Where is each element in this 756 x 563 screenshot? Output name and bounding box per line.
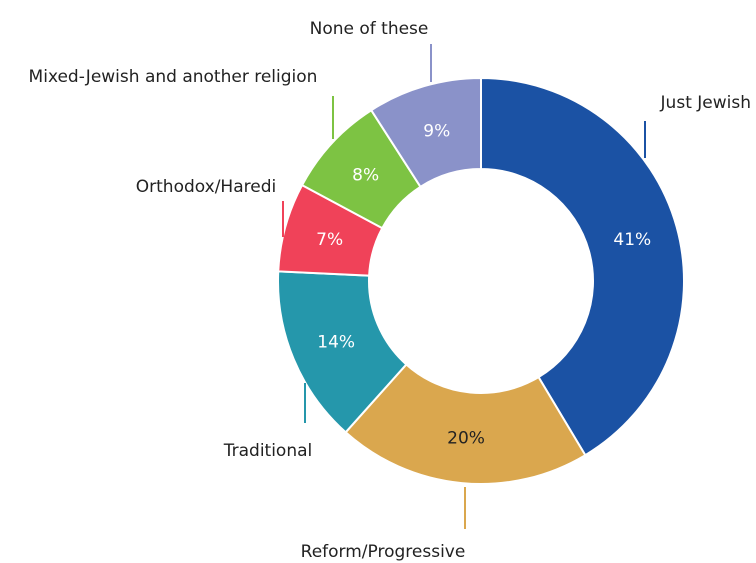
category-label-none-of-these: None of these <box>310 19 429 39</box>
category-label-traditional: Traditional <box>223 441 313 461</box>
value-label-none-of-these: 9% <box>423 121 450 141</box>
value-labels: 41% 20% 14% 7% 8% 9% <box>316 121 651 448</box>
value-label-reform-progressive: 20% <box>447 428 485 448</box>
leader-lines <box>282 44 646 529</box>
slice-just-jewish <box>480 76 685 457</box>
category-label-mixed-jewish-and-another-religion: Mixed-Jewish and another religion <box>29 67 318 87</box>
slice-none-of-these <box>369 76 482 189</box>
donut-slices <box>277 76 685 485</box>
category-labels: Just Jewish Reform/Progressive Traditional… <box>29 19 751 562</box>
value-label-traditional: 14% <box>317 333 355 353</box>
category-label-reform-progressive: Reform/Progressive <box>301 542 466 562</box>
slice-reform-progressive <box>344 363 587 485</box>
category-label-just-jewish: Just Jewish <box>660 93 751 113</box>
category-label-orthodox-haredi: Orthodox/Haredi <box>136 177 276 197</box>
value-label-just-jewish: 41% <box>613 230 651 250</box>
value-label-orthodox-haredi: 7% <box>316 230 343 250</box>
value-label-mixed-jewish-and-another-religion: 8% <box>352 165 379 185</box>
